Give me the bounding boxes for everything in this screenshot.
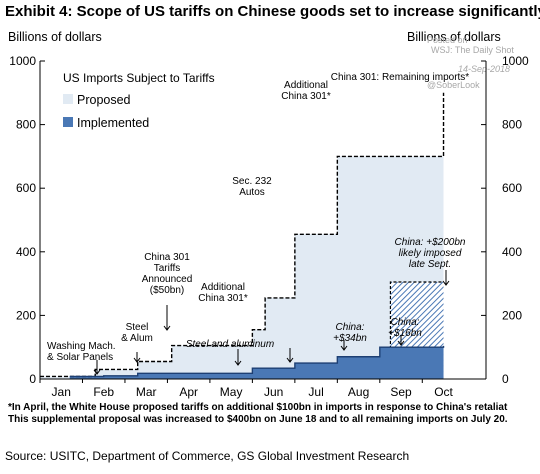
annotation-line: Autos — [239, 187, 265, 198]
annotation-line: China 301 — [144, 252, 190, 263]
annotation-line: +$34bn — [333, 333, 367, 344]
annotation-line: China: — [336, 322, 365, 333]
annotation-0: Washing Mach. & Solar Panels — [47, 341, 116, 363]
legend-title: US Imports Subject to Tariffs — [63, 71, 215, 85]
annotation-line: Sec. 232 — [232, 176, 272, 187]
annotation-arrowhead — [442, 280, 450, 286]
annotation-3: Additional China 301* — [198, 282, 248, 304]
y-tick-label-right: 400 — [502, 245, 522, 259]
proposed-step-line — [40, 92, 445, 378]
y-tick-label-left: 400 — [16, 245, 36, 259]
annotation-line: likely imposed — [399, 248, 462, 259]
annotation-arrowhead — [133, 357, 141, 363]
implemented-area — [69, 345, 444, 379]
left-axis-unit: Billions of dollars — [8, 30, 102, 44]
y-tick-label-left: 800 — [16, 118, 36, 132]
annotation-line: & Solar Panels — [47, 352, 113, 363]
footnote-line-2: This supplemental proposal was increased… — [8, 414, 508, 425]
annotation-arrowhead — [286, 357, 294, 363]
y-tick-label-left: 0 — [29, 372, 36, 386]
annotation-line: China 301* — [198, 293, 248, 304]
x-tick-label: Mar — [136, 385, 157, 399]
annotation-arrowhead — [93, 369, 101, 375]
annotation-1: Steel & Alum — [121, 322, 153, 344]
annotation-5: Additional China 301* — [281, 80, 331, 102]
annotation-line: ($50bn) — [150, 285, 184, 296]
source-note: Source: USITC, Department of Commerce, G… — [5, 449, 410, 463]
annotation-line: Washing Mach. — [47, 341, 116, 352]
y-tick-label-left: 600 — [16, 181, 36, 195]
annotation-line: China: — [391, 317, 420, 328]
tariff-chart: 0 0 200 200 400 400 600 600 800 800 1000 1000 Jan Feb… — [9, 54, 529, 399]
x-tick-label: Jan — [52, 385, 71, 399]
annotation-line: Additional — [284, 80, 328, 91]
x-tick-label: May — [220, 385, 243, 399]
annotation-arrowhead — [163, 325, 171, 331]
annotation-line: Steel — [126, 322, 149, 333]
x-tick-label: Sep — [390, 385, 412, 399]
watermark-line-2: WSJ: The Daily Shot — [431, 45, 514, 55]
annotation-arrowhead — [234, 360, 242, 366]
annotation-line: China 301: Remaining imports* — [331, 72, 470, 83]
proposed-area — [40, 92, 444, 380]
y-tick-label-right: 1000 — [502, 54, 529, 68]
x-tick-label: Feb — [93, 385, 114, 399]
annotation-line: & Alum — [121, 333, 153, 344]
annotation-7: Steel and aluminum — [186, 339, 274, 350]
annotation-line: +$16bn — [388, 328, 422, 339]
y-tick-label-left: 200 — [16, 308, 36, 322]
annotation-line: Additional — [201, 282, 245, 293]
watermark-line-4: @SoberLook — [427, 80, 480, 90]
footnote: *In April, the White House proposed tari… — [8, 402, 533, 426]
watermark-line-3: 14-Sep-2018 — [458, 64, 511, 74]
footnote-line-1: *In April, the White House proposed tari… — [8, 402, 508, 413]
y-tick-label-right: 0 — [502, 372, 509, 386]
annotation-arrowhead — [340, 345, 348, 351]
annotation-6: China 301: Remaining imports* — [331, 72, 470, 83]
y-tick-label-left: 1000 — [9, 54, 36, 68]
x-tick-label: Jul — [308, 385, 323, 399]
chart-title: Exhibit 4: Scope of US tariffs on Chines… — [5, 3, 540, 20]
x-tick-label: Oct — [434, 385, 453, 399]
x-tick-label: Jun — [264, 385, 283, 399]
annotation-line: China 301* — [281, 91, 331, 102]
annotation-line: China: +$200bn — [395, 237, 466, 248]
implemented-step-line — [69, 345, 445, 378]
right-axis-unit: Billions of dollars — [407, 30, 501, 44]
y-tick-label-right: 200 — [502, 308, 522, 322]
annotation-4: Sec. 232 Autos — [232, 176, 272, 198]
legend-swatch-proposed — [63, 94, 73, 104]
x-tick-label: Aug — [348, 385, 369, 399]
annotation-line: Steel and aluminum — [186, 339, 274, 350]
annotation-9: China: +$16bn — [388, 317, 422, 339]
annotation-2: China 301 Tariffs Announced ($50bn) — [142, 252, 193, 296]
y-tick-label-right: 800 — [502, 118, 522, 132]
annotation-10: China: +$200bn likely imposed late Sept. — [395, 237, 466, 270]
y-tick-label-right: 600 — [502, 181, 522, 195]
annotation-arrowhead — [397, 340, 405, 346]
legend-swatch-implemented — [63, 117, 73, 127]
annotation-line: late Sept. — [409, 259, 451, 270]
legend-label-proposed: Proposed — [77, 93, 131, 107]
annotation-line: Tariffs — [154, 263, 181, 274]
legend-label-implemented: Implemented — [77, 116, 149, 130]
annotation-8: China: +$34bn — [333, 322, 367, 344]
x-tick-label: Apr — [179, 385, 198, 399]
watermark-line-1: Posted on — [427, 35, 468, 45]
annotation-line: Announced — [142, 274, 193, 285]
